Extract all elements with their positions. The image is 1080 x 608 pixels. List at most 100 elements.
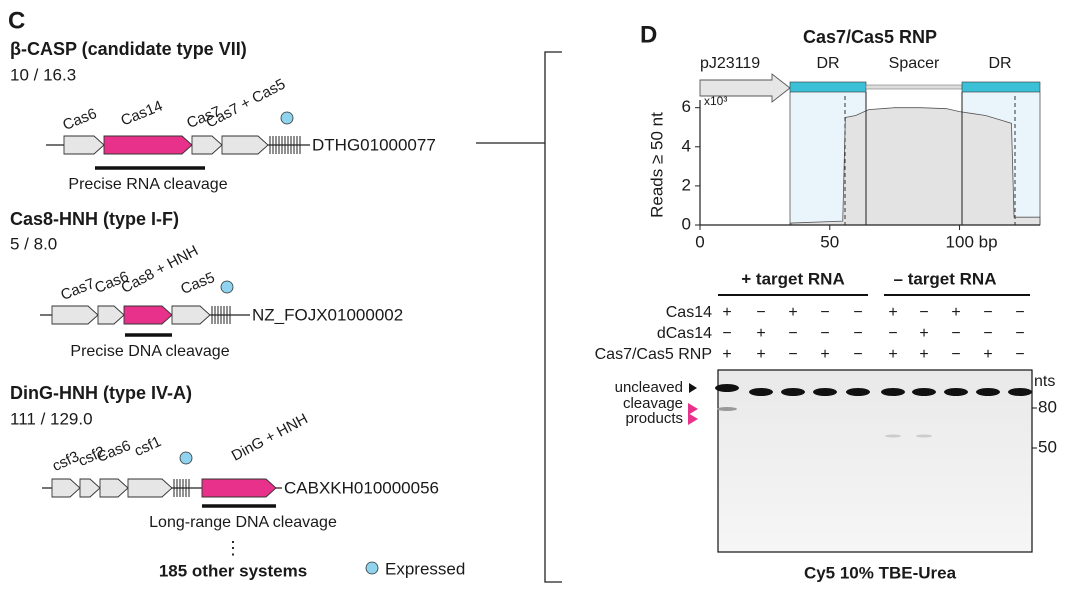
gene-label: Cas6 <box>60 105 99 134</box>
activity-label: Precise DNA cleavage <box>70 343 229 360</box>
promoter-arrow <box>699 73 791 103</box>
gene-label: Cas5 <box>178 269 217 298</box>
lane-sign: − <box>853 346 862 363</box>
gel-label: products <box>625 410 683 427</box>
gel-band <box>846 388 870 396</box>
gene-label: DinG + HNH <box>229 410 311 464</box>
y-tick-label: 4 <box>682 136 691 155</box>
map-label: DR <box>816 55 839 72</box>
gene-label: Cas14 <box>119 98 166 130</box>
gene-label: Cas7 <box>58 275 97 304</box>
lane-sign: − <box>756 304 765 321</box>
gel-band <box>881 388 905 396</box>
lane-sign: − <box>853 325 862 342</box>
legend-label: Expressed <box>385 559 465 578</box>
accession: CABXKH010000056 <box>284 478 439 497</box>
bracket <box>544 51 562 583</box>
system-ratio: 111 / 129.0 <box>10 409 93 428</box>
band-marker <box>688 413 698 425</box>
legend-dot <box>365 561 379 575</box>
band-marker <box>688 403 698 415</box>
spacer-bar <box>865 84 963 90</box>
row-label: Cas14 <box>666 304 712 321</box>
lane-sign: − <box>951 346 960 363</box>
system-title: β-CASP (candidate type VII) <box>10 39 247 59</box>
gel-band <box>944 388 968 396</box>
gene-arrow <box>127 478 173 498</box>
lane-sign: − <box>722 325 731 342</box>
band-marker <box>689 383 697 393</box>
lane-sign: + <box>951 304 960 321</box>
panel-title: Cas7/Cas5 RNP <box>803 27 937 47</box>
activity-label: Long-range DNA cleavage <box>149 514 337 531</box>
gene-arrow <box>99 478 129 498</box>
gene-label: csf1 <box>132 433 164 460</box>
gel-band <box>1008 388 1032 396</box>
lane-sign: − <box>820 304 829 321</box>
lane-sign: − <box>983 325 992 342</box>
gel <box>717 369 1033 553</box>
gene-arrow <box>123 305 173 325</box>
gene-label: Cas6 <box>94 437 133 466</box>
lane-sign: + <box>722 304 731 321</box>
y-axis-label: Reads ≥ 50 nt <box>647 112 666 218</box>
gene-arrow <box>171 305 211 325</box>
y-tick-label: 2 <box>682 175 691 194</box>
system-title: Cas8-HNH (type I-F) <box>10 209 179 229</box>
group-label: + target RNA <box>741 269 844 288</box>
lane-sign: + <box>820 346 829 363</box>
lane-sign: − <box>853 304 862 321</box>
gene-arrow <box>97 305 125 325</box>
expressed-dot <box>179 451 193 465</box>
gel-label: uncleaved <box>615 379 683 396</box>
gene-arrow <box>201 478 277 498</box>
lane-sign: + <box>919 325 928 342</box>
activity-label: Precise RNA cleavage <box>68 176 227 193</box>
gel-band <box>749 388 773 396</box>
row-label: dCas14 <box>657 325 712 342</box>
system-ratio: 5 / 8.0 <box>10 234 57 253</box>
dr-bar <box>961 81 1041 93</box>
expressed-dot <box>280 111 294 125</box>
gene-arrow <box>51 305 99 325</box>
x-tick-label: 100 bp <box>946 232 998 251</box>
map-label: pJ23119 <box>700 55 760 72</box>
map-label: Spacer <box>889 55 940 72</box>
x-tick-label: 0 <box>695 232 704 251</box>
gel-band <box>717 407 737 411</box>
gene-arrow <box>103 135 193 155</box>
map-label: DR <box>988 55 1011 72</box>
gel-band <box>916 434 932 438</box>
gene-label: csf3 <box>50 448 82 475</box>
gene-arrow <box>51 478 81 498</box>
group-label: – target RNA <box>894 269 997 288</box>
panel-letter: D <box>640 21 657 48</box>
lane-sign: − <box>888 325 897 342</box>
lane-sign: + <box>888 304 897 321</box>
accession: NZ_FOJX01000002 <box>252 305 403 324</box>
dr-bar <box>789 81 867 93</box>
lane-sign: − <box>983 304 992 321</box>
y-scale-label: x10³ <box>704 94 727 108</box>
gel-band <box>781 388 805 396</box>
lane-sign: − <box>951 325 960 342</box>
lane-sign: + <box>756 346 765 363</box>
lane-sign: + <box>983 346 992 363</box>
lane-sign: − <box>788 325 797 342</box>
lane-sign: − <box>1015 325 1024 342</box>
accession: DTHG01000077 <box>312 135 436 154</box>
row-label: Cas7/Cas5 RNP <box>595 346 712 363</box>
lane-sign: + <box>722 346 731 363</box>
gene-arrow <box>221 135 269 155</box>
system-title: DinG-HNH (type IV-A) <box>10 383 192 403</box>
system-ratio: 10 / 16.3 <box>10 65 76 84</box>
gel-band <box>885 434 901 438</box>
gene-arrow <box>79 478 101 498</box>
size-unit: nts <box>1034 373 1055 390</box>
lane-sign: + <box>919 346 928 363</box>
gene-arrow <box>63 135 105 155</box>
lane-sign: + <box>788 304 797 321</box>
lane-sign: + <box>756 325 765 342</box>
gene-arrow <box>191 135 223 155</box>
